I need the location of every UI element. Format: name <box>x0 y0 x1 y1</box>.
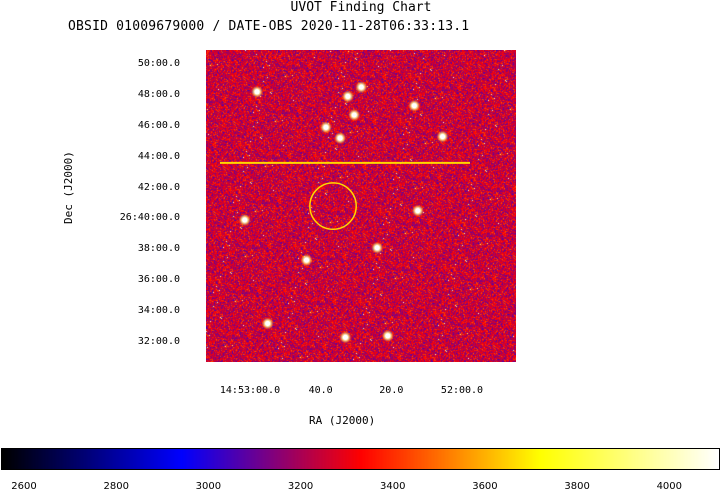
y-tick-label: 34:00.0 <box>137 305 180 317</box>
colorbar-tick-label: 4000 <box>656 481 683 492</box>
y-tick-label: 38:00.0 <box>137 243 180 255</box>
y-tick-label: 32:00.0 <box>137 336 180 347</box>
colorbar-tick-label: 3000 <box>195 481 222 492</box>
bright-source <box>337 135 343 141</box>
bright-source <box>385 333 391 339</box>
bright-source <box>323 124 329 130</box>
y-tick-label: 50:00.0 <box>137 58 180 69</box>
bright-source <box>351 112 357 118</box>
y-axis-label: Dec (J2000) <box>62 151 75 224</box>
bright-source <box>242 217 248 223</box>
bright-source <box>440 134 446 140</box>
colorbar <box>1 448 720 470</box>
x-axis-label: RA (J2000) <box>309 414 376 427</box>
colorbar-tick-label: 3800 <box>564 481 590 492</box>
bright-source <box>342 334 348 340</box>
bright-source <box>304 257 310 263</box>
x-tick-label: 20.0 <box>379 385 404 396</box>
y-tick-label: 36:00.0 <box>137 274 180 286</box>
colorbar-tick-label: 3600 <box>472 481 498 492</box>
chart-subtitle: OBSID 01009679000 / DATE-OBS 2020-11-28T… <box>68 19 470 34</box>
overlay <box>220 84 470 340</box>
bright-source <box>374 245 380 251</box>
bright-source <box>254 89 260 95</box>
chart-title: UVOT Finding Chart <box>290 0 432 15</box>
x-tick-label: 52:00.0 <box>440 385 484 396</box>
y-tick-label: 48:00.0 <box>137 88 180 100</box>
y-tick-label: 42:00.0 <box>137 181 180 193</box>
y-tick-label: 26:40:00.0 <box>119 212 180 224</box>
bright-source <box>345 93 351 99</box>
y-tick-label: 46:00.0 <box>137 119 180 131</box>
bright-source <box>265 320 271 326</box>
colorbar-tick-label: 2600 <box>11 481 37 492</box>
bright-source <box>411 103 417 109</box>
bright-source <box>358 84 364 90</box>
source-region-circle <box>309 182 357 231</box>
colorbar-tick-label: 3400 <box>380 481 406 492</box>
colorbar-tick-label: 2800 <box>103 481 129 492</box>
bright-source <box>415 208 421 214</box>
x-tick-label: 40.0 <box>308 385 333 396</box>
x-tick-label: 14:53:00.0 <box>219 385 281 396</box>
colorbar-tick-label: 3200 <box>287 481 314 492</box>
sky-image <box>206 50 516 362</box>
y-tick-label: 44:00.0 <box>137 150 180 162</box>
